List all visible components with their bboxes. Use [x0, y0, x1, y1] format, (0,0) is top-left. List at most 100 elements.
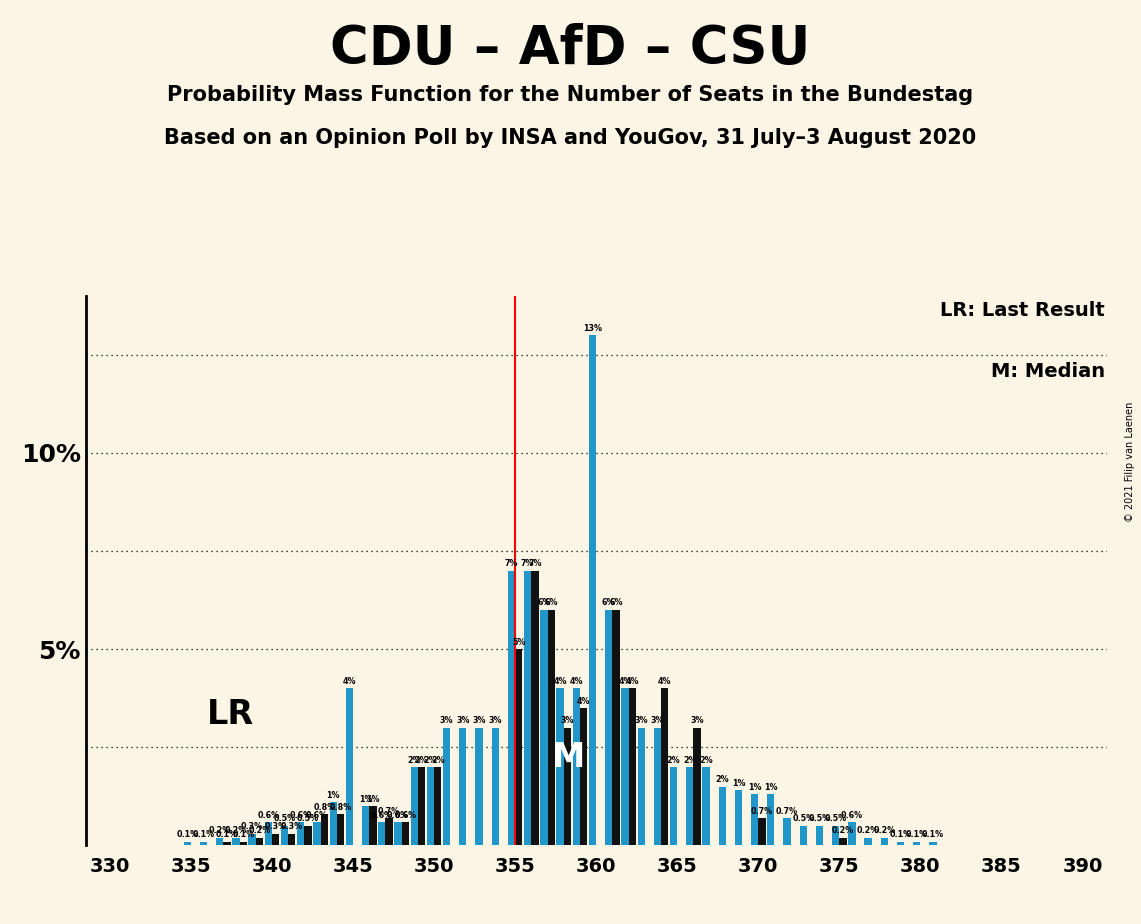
- Text: 0.2%: 0.2%: [225, 826, 248, 835]
- Text: 2%: 2%: [683, 756, 697, 764]
- Text: 3%: 3%: [488, 716, 502, 725]
- Bar: [629, 688, 636, 845]
- Bar: [580, 708, 588, 845]
- Bar: [735, 791, 742, 845]
- Bar: [321, 814, 327, 845]
- Text: 3%: 3%: [560, 716, 574, 725]
- Text: 2%: 2%: [699, 756, 713, 764]
- Text: 1%: 1%: [747, 783, 761, 792]
- Text: 4%: 4%: [618, 677, 632, 686]
- Bar: [784, 818, 791, 845]
- Text: 0.7%: 0.7%: [776, 807, 798, 816]
- Bar: [305, 826, 311, 845]
- Text: LR: LR: [208, 698, 254, 731]
- Text: 6%: 6%: [602, 599, 615, 607]
- Text: 4%: 4%: [569, 677, 583, 686]
- Text: 6%: 6%: [544, 599, 558, 607]
- Bar: [346, 688, 353, 845]
- Bar: [476, 728, 483, 845]
- Bar: [233, 837, 240, 845]
- Bar: [573, 688, 580, 845]
- Bar: [564, 728, 570, 845]
- Bar: [378, 822, 386, 845]
- Bar: [929, 842, 937, 845]
- Text: LR: Last Result: LR: Last Result: [940, 301, 1104, 321]
- Text: 0.6%: 0.6%: [387, 810, 410, 820]
- Bar: [216, 837, 224, 845]
- Text: 4%: 4%: [577, 697, 590, 706]
- Bar: [881, 837, 888, 845]
- Text: 0.2%: 0.2%: [209, 826, 230, 835]
- Bar: [411, 767, 418, 845]
- Text: 0.6%: 0.6%: [395, 810, 416, 820]
- Text: 0.8%: 0.8%: [330, 803, 351, 811]
- Bar: [337, 814, 345, 845]
- Text: 4%: 4%: [625, 677, 639, 686]
- Text: 0.7%: 0.7%: [751, 807, 772, 816]
- Bar: [751, 795, 759, 845]
- Bar: [418, 767, 426, 845]
- Text: 0.3%: 0.3%: [281, 822, 302, 832]
- Text: 3%: 3%: [456, 716, 470, 725]
- Bar: [686, 767, 694, 845]
- Text: 3%: 3%: [650, 716, 664, 725]
- Bar: [434, 767, 442, 845]
- Bar: [548, 610, 555, 845]
- Text: 0.1%: 0.1%: [193, 830, 215, 839]
- Text: Probability Mass Function for the Number of Seats in the Bundestag: Probability Mass Function for the Number…: [168, 85, 973, 105]
- Bar: [515, 649, 523, 845]
- Bar: [256, 837, 264, 845]
- Bar: [848, 822, 856, 845]
- Text: 0.5%: 0.5%: [274, 814, 296, 823]
- Text: 0.1%: 0.1%: [232, 830, 254, 839]
- Text: 0.5%: 0.5%: [792, 814, 815, 823]
- Text: 0.6%: 0.6%: [306, 810, 327, 820]
- Bar: [459, 728, 467, 845]
- Text: 0.6%: 0.6%: [290, 810, 311, 820]
- Bar: [840, 837, 847, 845]
- Bar: [589, 335, 596, 845]
- Text: 4%: 4%: [342, 677, 356, 686]
- Text: 13%: 13%: [583, 323, 602, 333]
- Bar: [281, 826, 289, 845]
- Bar: [540, 610, 548, 845]
- Text: 4%: 4%: [658, 677, 671, 686]
- Text: 0.3%: 0.3%: [265, 822, 286, 832]
- Bar: [395, 822, 402, 845]
- Text: 6%: 6%: [537, 599, 551, 607]
- Text: 0.5%: 0.5%: [825, 814, 847, 823]
- Bar: [605, 610, 613, 845]
- Text: M: M: [552, 741, 585, 774]
- Bar: [832, 826, 840, 845]
- Bar: [443, 728, 451, 845]
- Text: © 2021 Filip van Laenen: © 2021 Filip van Laenen: [1125, 402, 1135, 522]
- Text: 2%: 2%: [666, 756, 680, 764]
- Text: 2%: 2%: [431, 756, 445, 764]
- Bar: [661, 688, 669, 845]
- Text: 4%: 4%: [553, 677, 567, 686]
- Text: 3%: 3%: [634, 716, 648, 725]
- Bar: [402, 822, 408, 845]
- Text: 6%: 6%: [609, 599, 623, 607]
- Text: 0.1%: 0.1%: [176, 830, 199, 839]
- Text: 0.1%: 0.1%: [216, 830, 238, 839]
- Bar: [240, 842, 246, 845]
- Text: 7%: 7%: [504, 559, 518, 568]
- Text: 0.2%: 0.2%: [857, 826, 880, 835]
- Text: 0.2%: 0.2%: [249, 826, 270, 835]
- Text: Based on an Opinion Poll by INSA and YouGov, 31 July–3 August 2020: Based on an Opinion Poll by INSA and You…: [164, 128, 977, 148]
- Text: 7%: 7%: [521, 559, 534, 568]
- Bar: [638, 728, 645, 845]
- Bar: [865, 837, 872, 845]
- Text: 2%: 2%: [414, 756, 428, 764]
- Text: 1%: 1%: [326, 791, 340, 800]
- Bar: [184, 842, 191, 845]
- Bar: [330, 802, 337, 845]
- Bar: [816, 826, 823, 845]
- Bar: [386, 818, 393, 845]
- Text: 0.2%: 0.2%: [832, 826, 855, 835]
- Text: 1%: 1%: [731, 779, 745, 788]
- Text: 2%: 2%: [715, 775, 729, 784]
- Text: 0.1%: 0.1%: [922, 830, 944, 839]
- Text: 0.5%: 0.5%: [297, 814, 319, 823]
